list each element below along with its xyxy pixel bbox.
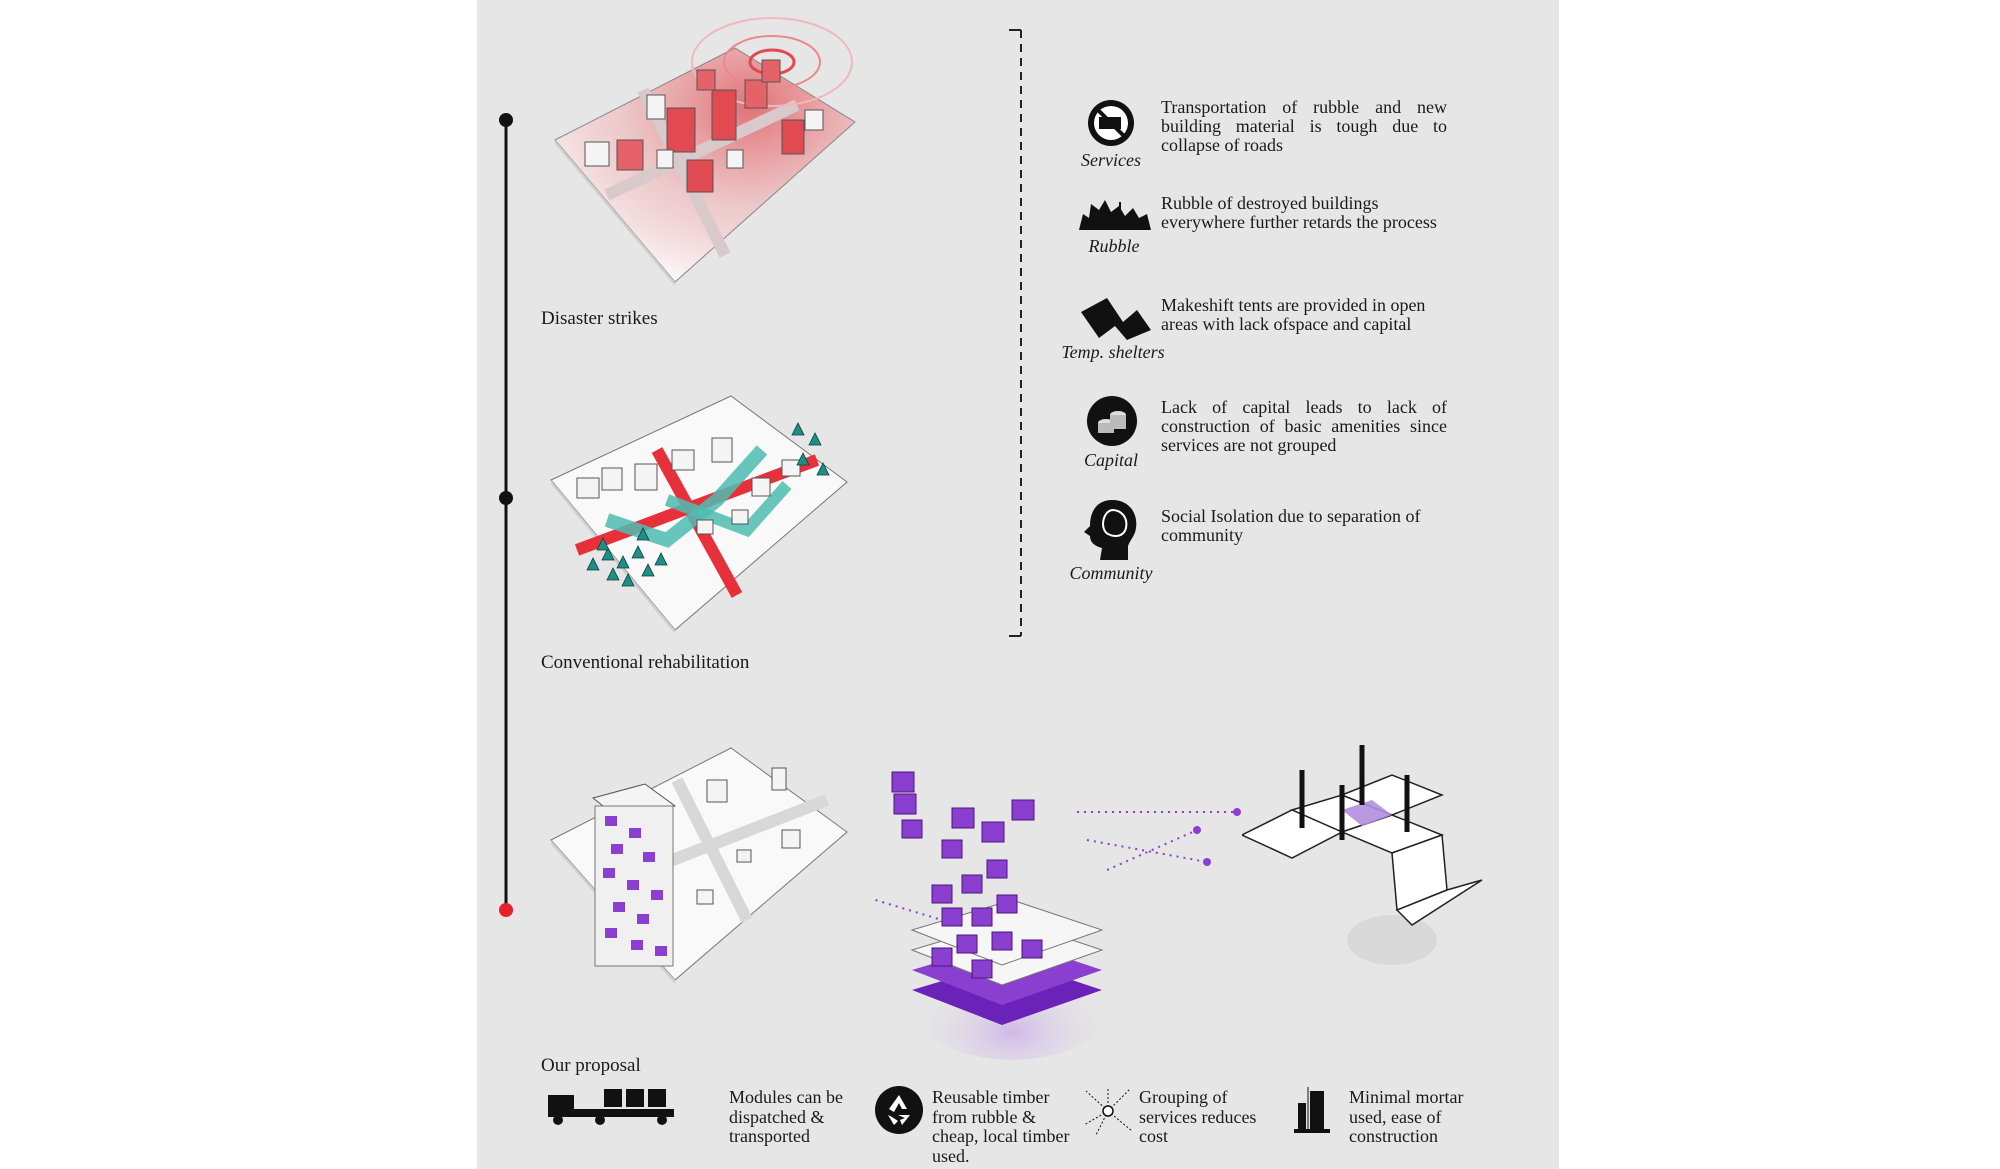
timeline (499, 113, 513, 917)
truck-icon (548, 1089, 674, 1125)
timeline-dot-proposal (499, 903, 513, 917)
problem-caption-services: Services (1081, 150, 1141, 170)
problem-text-rubble: Rubble of destroyed buildings everywhere… (1161, 193, 1437, 232)
head-icon (1084, 500, 1137, 560)
network-icon (1083, 1087, 1133, 1136)
benefit-text-mortar: Minimal mortar used, ease of constructio… (1349, 1087, 1464, 1146)
diagram-panel: Disaster strikes Conventio (477, 0, 1559, 1169)
problem-caption-community: Community (1069, 563, 1153, 583)
coins-icon (1087, 396, 1137, 446)
no-truck-icon (1088, 100, 1134, 146)
building-icon (1294, 1087, 1330, 1133)
stage-label-conventional: Conventional rehabilitation (541, 652, 750, 673)
unfolded-module (1242, 745, 1483, 965)
timeline-dot-conventional (499, 491, 513, 505)
timeline-dot-disaster (499, 113, 513, 127)
proposal-map (550, 747, 848, 984)
stage-label-proposal: Our proposal (541, 1055, 641, 1076)
connector-lines (1077, 808, 1241, 871)
rubble-icon (1079, 200, 1151, 230)
problem-caption-capital: Capital (1083, 450, 1138, 470)
conventional-map (550, 395, 848, 634)
problem-text-community: Social Isolation due to separation of co… (1161, 506, 1421, 545)
benefit-text-timber: Reusable timber from rubble & cheap, loc… (932, 1087, 1070, 1166)
benefit-text-transport: Modules can be dispatched & transported (729, 1087, 843, 1146)
disaster-map (554, 17, 856, 286)
problem-text-capital: Lack of capital leads to lack of constru… (1161, 397, 1447, 455)
problem-bracket (1009, 29, 1022, 637)
module-stack (872, 771, 1122, 1060)
module-tower (591, 783, 677, 967)
problem-caption-temp-shelters: Temp. shelters (1061, 342, 1165, 362)
benefit-text-grouping: Grouping of services reduces cost (1139, 1087, 1257, 1146)
problem-text-services: Transportation of rubble and new buildin… (1161, 97, 1447, 155)
stage-label-disaster: Disaster strikes (541, 308, 658, 329)
recycle-icon (875, 1086, 923, 1134)
problem-text-temp-shelters: Makeshift tents are provided in open are… (1161, 295, 1426, 334)
problem-caption-rubble: Rubble (1088, 236, 1140, 256)
tent-icon (1081, 298, 1151, 340)
